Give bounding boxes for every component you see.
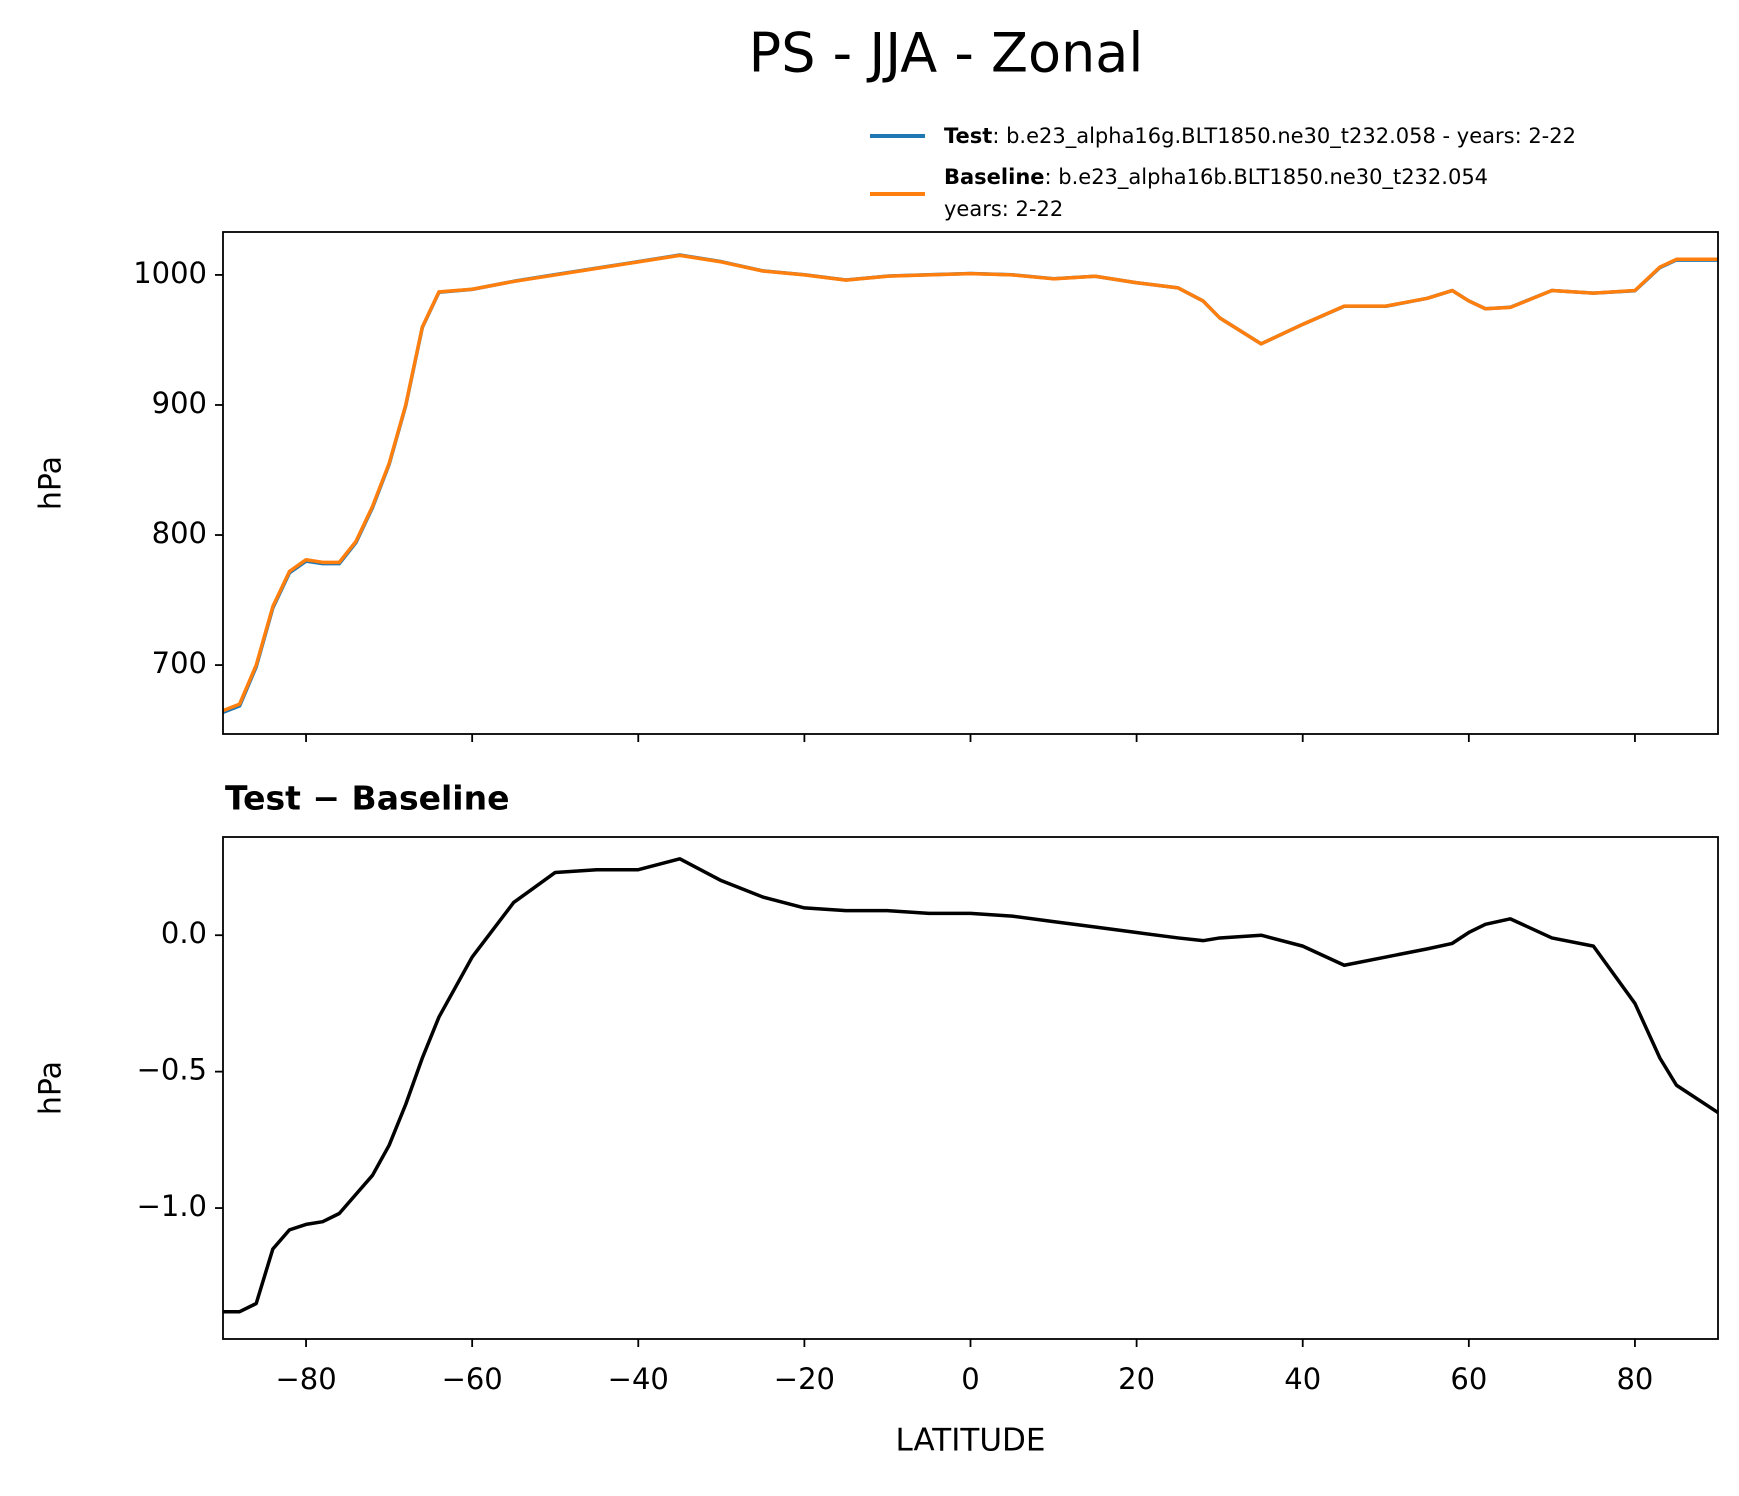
y-tick-label: 0.0 <box>161 916 207 950</box>
y-tick-label: 700 <box>152 646 207 680</box>
y-axis-label: hPa <box>34 1061 69 1115</box>
figure-title: PS - JJA - Zonal <box>749 22 1144 85</box>
legend-description: : b.e23_alpha16b.BLT1850.ne30_t232.054 <box>1045 165 1489 190</box>
y-tick-label: −1.0 <box>137 1189 207 1223</box>
data-line <box>222 253 1719 715</box>
y-axis-label: hPa <box>34 456 69 510</box>
x-tick-label: −60 <box>442 1362 503 1396</box>
x-tick-label: −80 <box>275 1362 336 1396</box>
y-tick-label: 1000 <box>133 256 207 290</box>
legend-description: : b.e23_alpha16g.BLT1850.ne30_t232.058 -… <box>992 124 1576 149</box>
x-tick-label: 20 <box>1118 1362 1155 1396</box>
data-line <box>223 857 1719 1314</box>
x-tick-label: 40 <box>1284 1362 1321 1396</box>
x-tick-label: 60 <box>1450 1362 1487 1396</box>
legend-entry: Test: b.e23_alpha16g.BLT1850.ne30_t232.0… <box>944 124 1576 149</box>
legend-entry: Baseline: b.e23_alpha16b.BLT1850.ne30_t2… <box>944 165 1488 190</box>
y-tick-label: 800 <box>152 516 207 550</box>
legend-name: Test <box>944 124 992 148</box>
legend-description: years: 2-22 <box>944 197 1063 221</box>
y-tick-label: −0.5 <box>137 1053 207 1087</box>
x-tick-label: 80 <box>1616 1362 1653 1396</box>
y-tick-label: 900 <box>152 386 207 420</box>
x-tick-label: −20 <box>774 1362 835 1396</box>
legend-name: Baseline <box>944 165 1045 189</box>
x-tick-label: 0 <box>961 1362 979 1396</box>
axes-title: Test − Baseline <box>225 779 510 818</box>
x-axis-label: LATITUDE <box>896 1423 1046 1459</box>
legend: Test: b.e23_alpha16g.BLT1850.ne30_t232.0… <box>870 124 1576 221</box>
x-tick-label: −40 <box>608 1362 669 1396</box>
data-line <box>222 253 1718 713</box>
